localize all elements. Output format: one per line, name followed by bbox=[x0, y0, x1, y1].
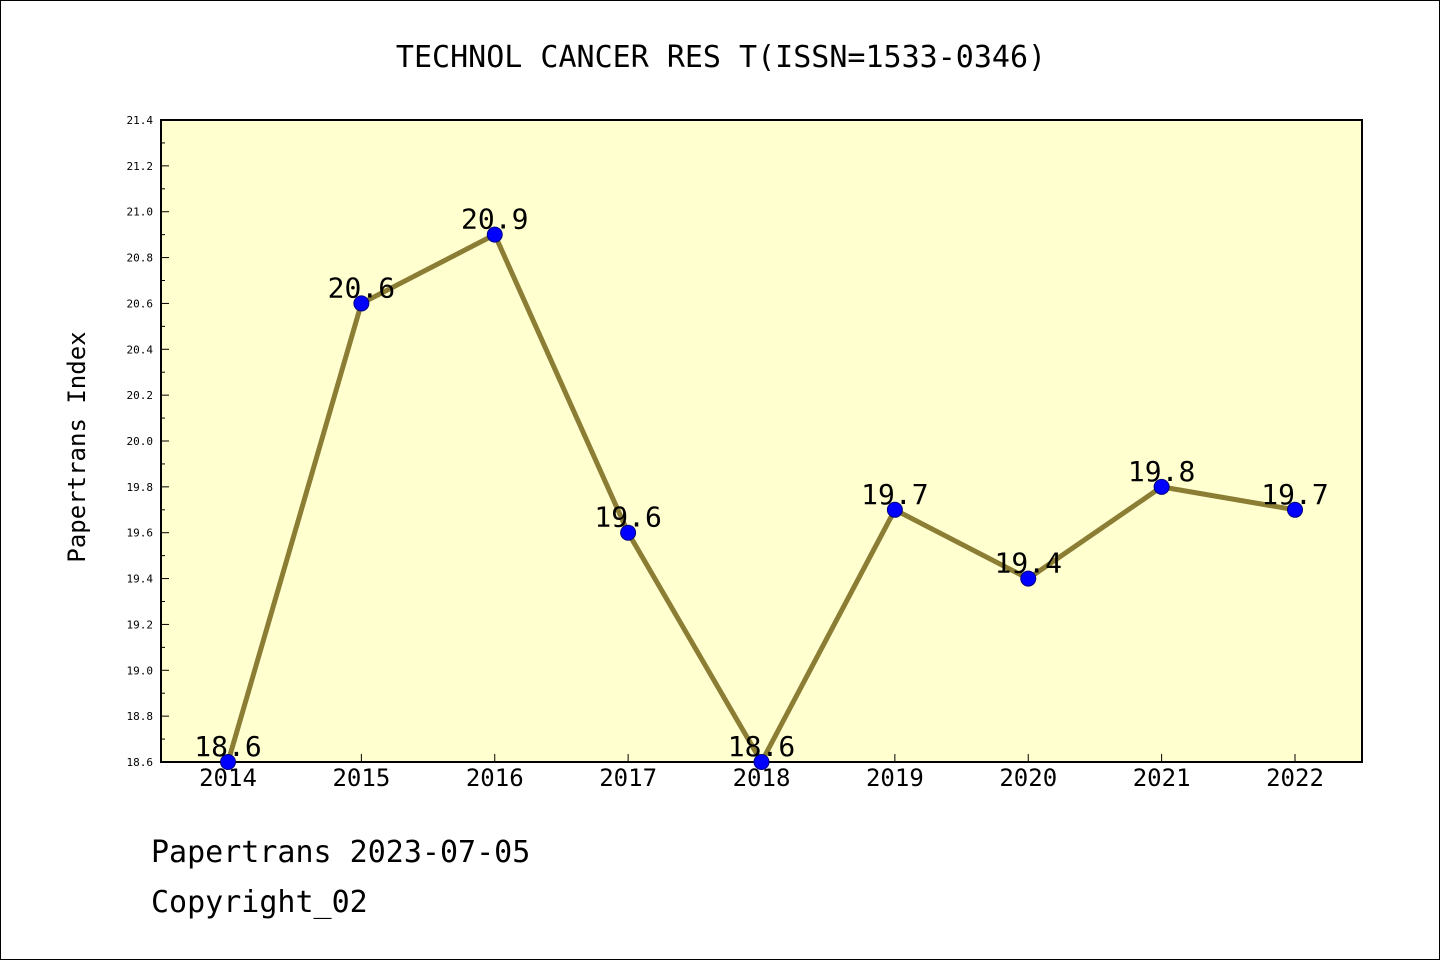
data-point bbox=[353, 295, 370, 312]
y-tick-label: 20.4 bbox=[127, 343, 154, 356]
x-tick-label: 2022 bbox=[1266, 764, 1324, 792]
data-label: 18.6 bbox=[194, 730, 261, 763]
x-tick-label: 2020 bbox=[999, 764, 1057, 792]
y-tick-label: 19.0 bbox=[127, 664, 154, 677]
y-tick-label: 21.0 bbox=[127, 206, 154, 219]
y-tick-label: 21.2 bbox=[127, 160, 154, 173]
y-axis-title: Papertrans Index bbox=[63, 331, 91, 562]
y-tick-label: 19.8 bbox=[127, 481, 154, 494]
data-point bbox=[620, 524, 637, 541]
series-layer bbox=[220, 226, 1303, 770]
footer-date-line: Papertrans 2023-07-05 bbox=[151, 835, 531, 870]
data-label: 19.6 bbox=[594, 501, 661, 534]
data-labels: 18.6 20.6 20.9 19.6 18.6 19.7 19.4 19.8 19.7 bbox=[194, 203, 1328, 763]
y-tick-label: 21.4 bbox=[127, 114, 154, 127]
y-tick-label: 20.0 bbox=[127, 435, 154, 448]
y-tick-label: 20.8 bbox=[127, 252, 154, 265]
data-point bbox=[1287, 501, 1303, 518]
y-tick-label: 18.8 bbox=[127, 710, 154, 723]
data-label: 20.6 bbox=[328, 271, 395, 304]
data-label: 19.7 bbox=[1261, 478, 1328, 511]
y-tick-label: 20.6 bbox=[127, 297, 154, 310]
data-point bbox=[486, 226, 503, 243]
data-label: 20.9 bbox=[461, 203, 528, 236]
data-point bbox=[753, 754, 770, 770]
x-tick-label: 2017 bbox=[599, 764, 657, 792]
y-axis: 18.6 18.8 19.0 19.2 19.4 19.6 19.8 20.0 20.2 20.4… bbox=[127, 114, 169, 769]
data-point bbox=[220, 754, 236, 770]
x-tick-label: 2019 bbox=[866, 764, 924, 792]
data-label: 19.4 bbox=[995, 547, 1062, 580]
data-point bbox=[1153, 478, 1170, 495]
data-point bbox=[886, 501, 903, 518]
data-label: 19.7 bbox=[861, 478, 928, 511]
chart-title: TECHNOL CANCER RES T(ISSN=1533-0346) bbox=[396, 40, 1046, 75]
y-tick-label: 20.2 bbox=[127, 389, 154, 402]
y-tick-label: 18.6 bbox=[127, 756, 154, 769]
footer-copyright-line: Copyright_02 bbox=[151, 885, 368, 920]
x-tick-label: 2015 bbox=[332, 764, 390, 792]
y-tick-label: 19.4 bbox=[127, 573, 154, 586]
y-tick-label: 19.2 bbox=[127, 618, 154, 631]
x-tick-label: 2016 bbox=[466, 764, 524, 792]
x-tick-label: 2021 bbox=[1133, 764, 1191, 792]
plot-area bbox=[160, 119, 1363, 763]
y-tick-label: 19.6 bbox=[127, 527, 154, 540]
data-label: 19.8 bbox=[1128, 455, 1195, 488]
data-label: 18.6 bbox=[728, 730, 795, 763]
data-point bbox=[1020, 570, 1037, 587]
